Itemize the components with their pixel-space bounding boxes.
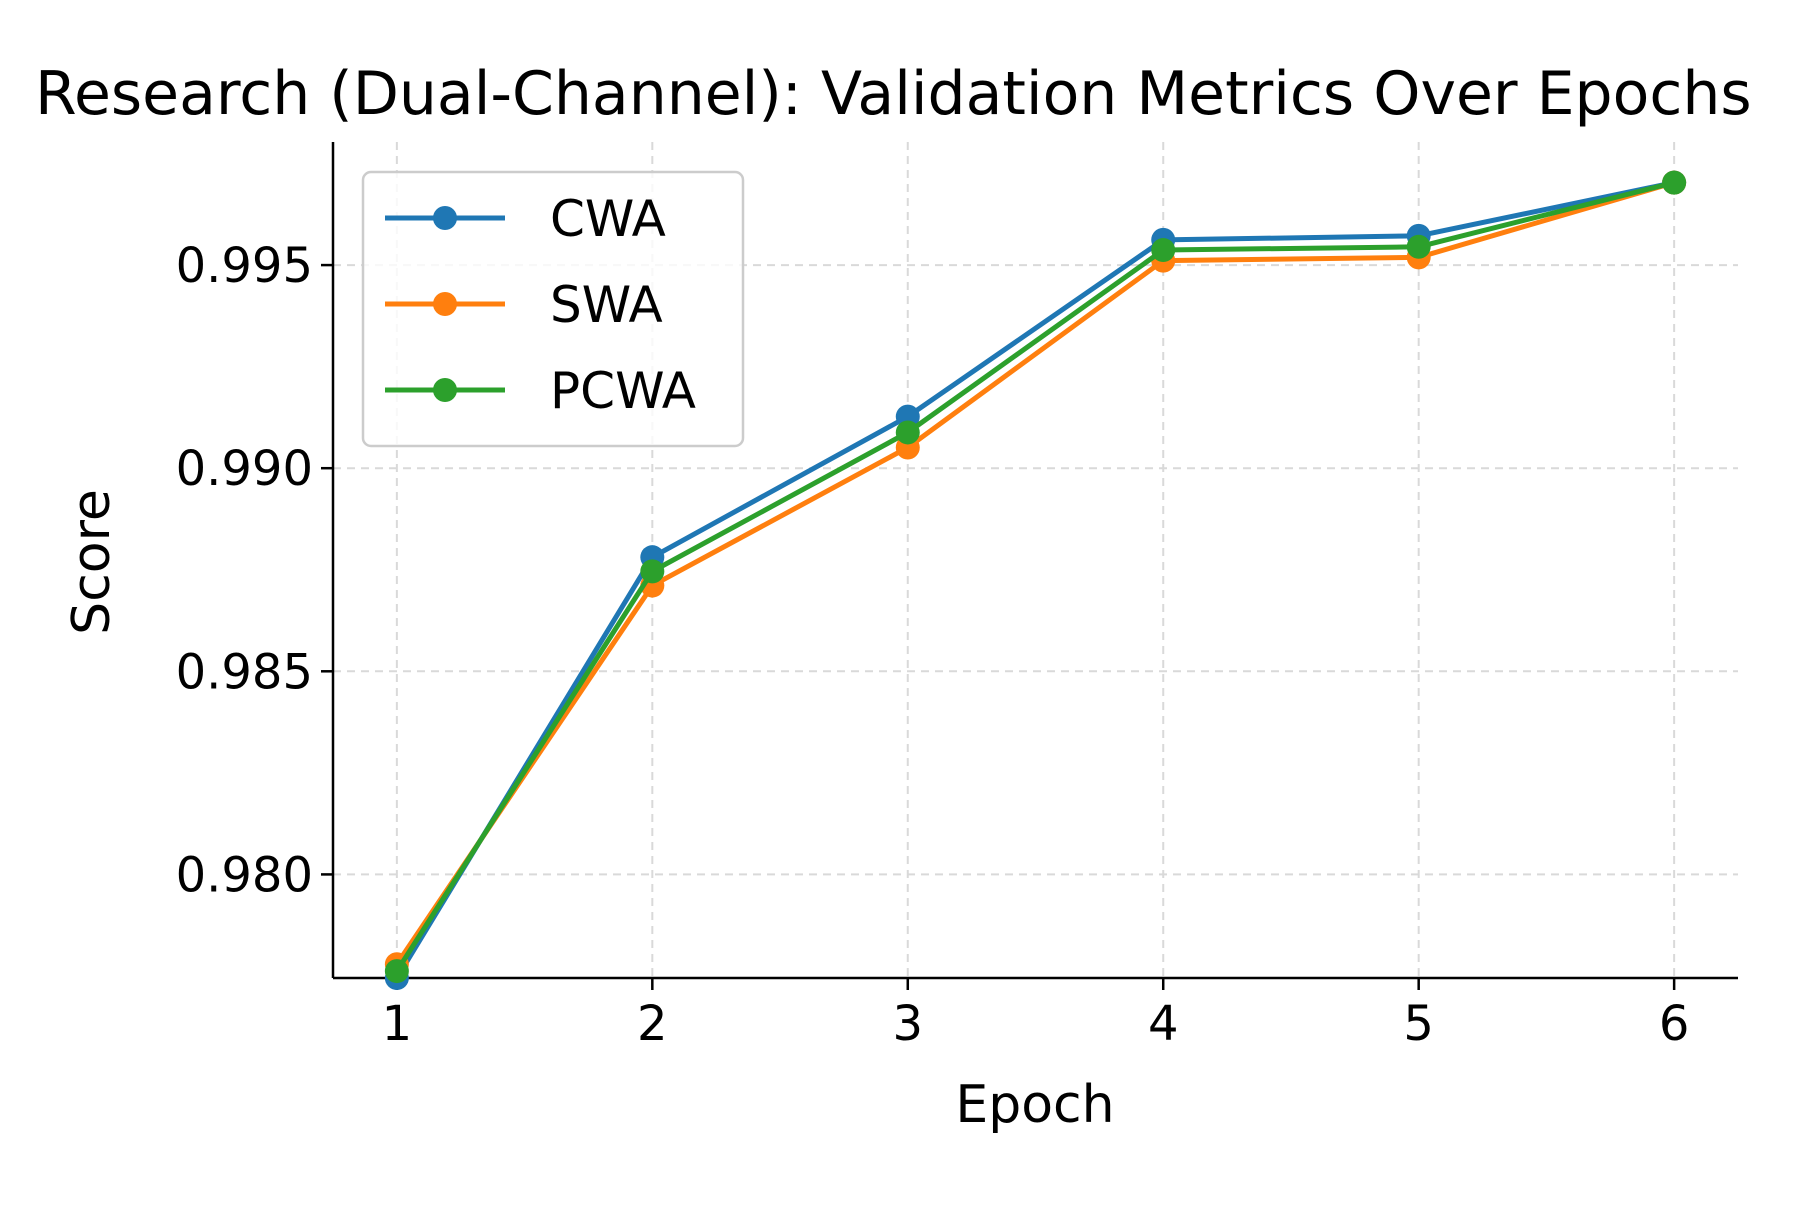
y-tick-label: 0.990 bbox=[176, 441, 313, 497]
legend-label-pcwa: PCWA bbox=[550, 362, 696, 420]
data-point-pcwa bbox=[384, 959, 409, 984]
series-line-swa bbox=[394, 180, 1675, 966]
legend-label-cwa: CWA bbox=[550, 190, 666, 248]
legend-marker-swa bbox=[433, 292, 457, 316]
legend-marker-pcwa bbox=[433, 378, 457, 402]
x-axis-label: Epoch bbox=[955, 1075, 1114, 1135]
y-tick-label: 0.985 bbox=[176, 644, 313, 700]
ticks: 1 2 3 4 5 6 0.980 0.985 0.990 0.995 bbox=[176, 238, 1690, 1052]
data-point-pcwa bbox=[1151, 238, 1176, 263]
y-axis-label: Score bbox=[62, 489, 122, 635]
chart-title: Research (Dual-Channel): Validation Metr… bbox=[35, 59, 1752, 129]
x-tick-label: 3 bbox=[892, 996, 923, 1052]
x-tick-label: 4 bbox=[1148, 996, 1179, 1052]
grid bbox=[333, 142, 1738, 978]
legend-marker-cwa bbox=[433, 206, 457, 230]
data-point-pcwa bbox=[1662, 170, 1687, 195]
data-point-pcwa bbox=[1406, 234, 1431, 259]
data-point-pcwa bbox=[895, 420, 920, 445]
x-tick-label: 6 bbox=[1659, 996, 1690, 1052]
legend-box bbox=[361, 170, 745, 448]
series bbox=[384, 170, 1687, 990]
y-tick-label: 0.995 bbox=[176, 238, 313, 294]
legend: CWA SWA PCWA bbox=[361, 170, 745, 448]
x-tick-label: 2 bbox=[637, 996, 668, 1052]
series-line-pcwa bbox=[394, 180, 1675, 973]
series-pcwa bbox=[384, 170, 1687, 984]
x-tick-label: 5 bbox=[1403, 996, 1434, 1052]
legend-label-swa: SWA bbox=[550, 276, 663, 334]
y-tick-label: 0.980 bbox=[176, 847, 313, 903]
axes bbox=[331, 142, 1738, 980]
series-line-cwa bbox=[394, 180, 1675, 980]
x-tick-label: 1 bbox=[382, 996, 413, 1052]
data-point-pcwa bbox=[640, 559, 665, 584]
